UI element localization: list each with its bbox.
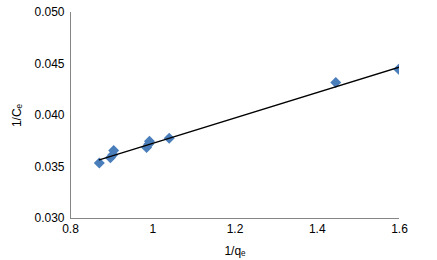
svg-text:0.8: 0.8 (62, 222, 79, 236)
svg-text:1.4: 1.4 (309, 222, 326, 236)
svg-text:1.6: 1.6 (391, 222, 408, 236)
svg-text:1/qₑ: 1/qₑ (224, 244, 246, 258)
svg-text:1.2: 1.2 (227, 222, 244, 236)
svg-text:0.045: 0.045 (34, 57, 64, 71)
svg-text:0.035: 0.035 (34, 160, 64, 174)
svg-text:0.050: 0.050 (34, 5, 64, 19)
svg-text:1: 1 (149, 222, 156, 236)
svg-text:0.040: 0.040 (34, 108, 64, 122)
svg-text:1/Cₑ: 1/Cₑ (10, 103, 24, 127)
svg-text:0.030: 0.030 (34, 211, 64, 225)
